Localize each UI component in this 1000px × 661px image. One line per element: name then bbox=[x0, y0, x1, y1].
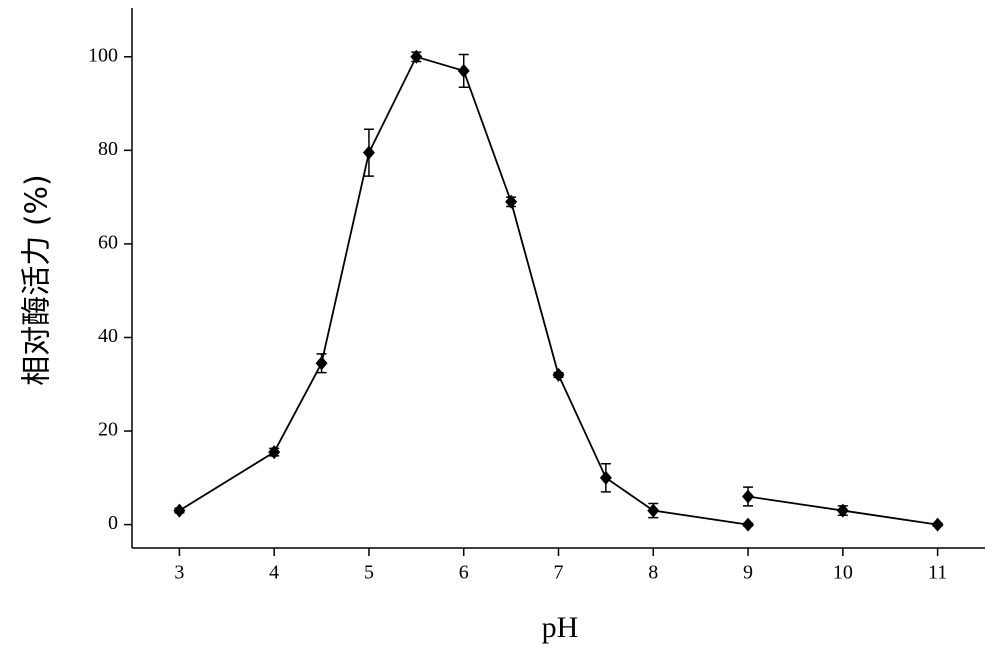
x-tick-label: 4 bbox=[269, 562, 279, 584]
y-tick-label: 80 bbox=[98, 138, 118, 160]
marker bbox=[552, 367, 565, 382]
marker bbox=[362, 145, 375, 160]
marker bbox=[599, 470, 612, 485]
x-tick-label: 7 bbox=[554, 562, 564, 584]
y-tick-label: 0 bbox=[108, 512, 118, 534]
marker bbox=[647, 503, 660, 518]
y-tick-label: 100 bbox=[88, 44, 118, 66]
marker bbox=[268, 445, 281, 460]
marker bbox=[836, 503, 849, 518]
x-axis-label: pH bbox=[542, 611, 579, 644]
x-tick-label: 3 bbox=[174, 562, 184, 584]
data-line bbox=[178, 55, 938, 526]
x-tick-label: 6 bbox=[459, 562, 469, 584]
marker bbox=[931, 517, 944, 532]
marker bbox=[505, 194, 518, 209]
marker bbox=[742, 517, 755, 532]
marker bbox=[457, 63, 470, 78]
y-tick-label: 60 bbox=[98, 232, 118, 254]
marker bbox=[742, 489, 755, 504]
y-axis-label: 相对酶活力 (%) bbox=[20, 174, 55, 385]
marker bbox=[173, 503, 186, 518]
y-tick-label: 40 bbox=[98, 325, 118, 347]
y-tick-label: 20 bbox=[98, 419, 118, 441]
marker bbox=[315, 356, 328, 371]
x-tick-label: 10 bbox=[833, 562, 853, 584]
x-tick-label: 5 bbox=[364, 562, 374, 584]
x-tick-label: 11 bbox=[928, 562, 947, 584]
x-tick-label: 9 bbox=[743, 562, 753, 584]
x-tick-label: 8 bbox=[648, 562, 658, 584]
marker bbox=[410, 49, 423, 64]
